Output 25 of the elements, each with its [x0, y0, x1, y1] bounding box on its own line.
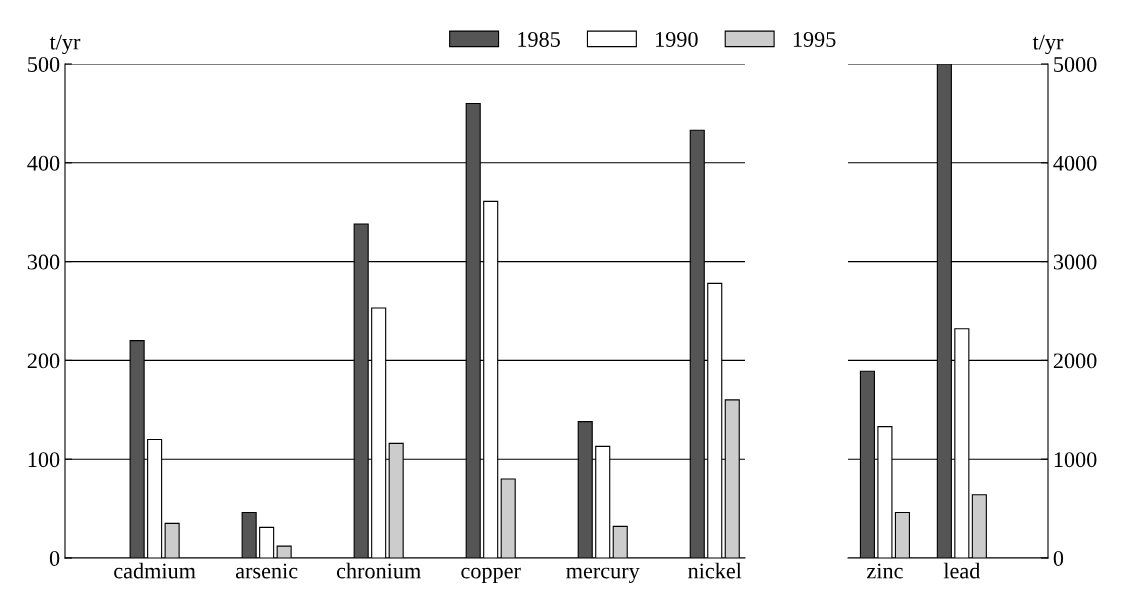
- y2-tick-label: 5000: [1054, 56, 1097, 72]
- y-tick-label: 200: [27, 353, 60, 369]
- y2-tick-label: 3000: [1053, 254, 1097, 270]
- x-tick-label: arsenic: [235, 563, 298, 579]
- y2-tick-label: 0: [1053, 550, 1064, 566]
- x-tick-label: chronium: [336, 562, 421, 579]
- x-tick-label: lead: [943, 562, 981, 579]
- x-tick-label: nickel: [688, 562, 742, 579]
- y2-tick-label: 2000: [1053, 353, 1097, 369]
- y2-tick-label: 1000: [1054, 452, 1097, 468]
- y-tick-label: 100: [28, 452, 60, 468]
- y-tick-label: 400: [27, 155, 60, 171]
- y2-axis-title: t/yr: [1032, 34, 1064, 55]
- legend-label: 1990: [656, 31, 698, 47]
- x-tick-label: zinc: [867, 563, 903, 579]
- y-tick-label: 300: [27, 254, 60, 270]
- legend-label: 1995: [793, 31, 836, 47]
- x-tick-label: mercury: [566, 567, 640, 584]
- y-tick-label: 0: [49, 550, 60, 566]
- y-axis-title: t/yr: [49, 34, 81, 55]
- x-tick-label: cadmium: [114, 562, 196, 579]
- legend-label: 1985: [518, 31, 560, 47]
- y-tick-label: 500: [28, 56, 60, 72]
- x-tick-label: copper: [461, 567, 521, 584]
- y2-tick-label: 4000: [1053, 155, 1097, 171]
